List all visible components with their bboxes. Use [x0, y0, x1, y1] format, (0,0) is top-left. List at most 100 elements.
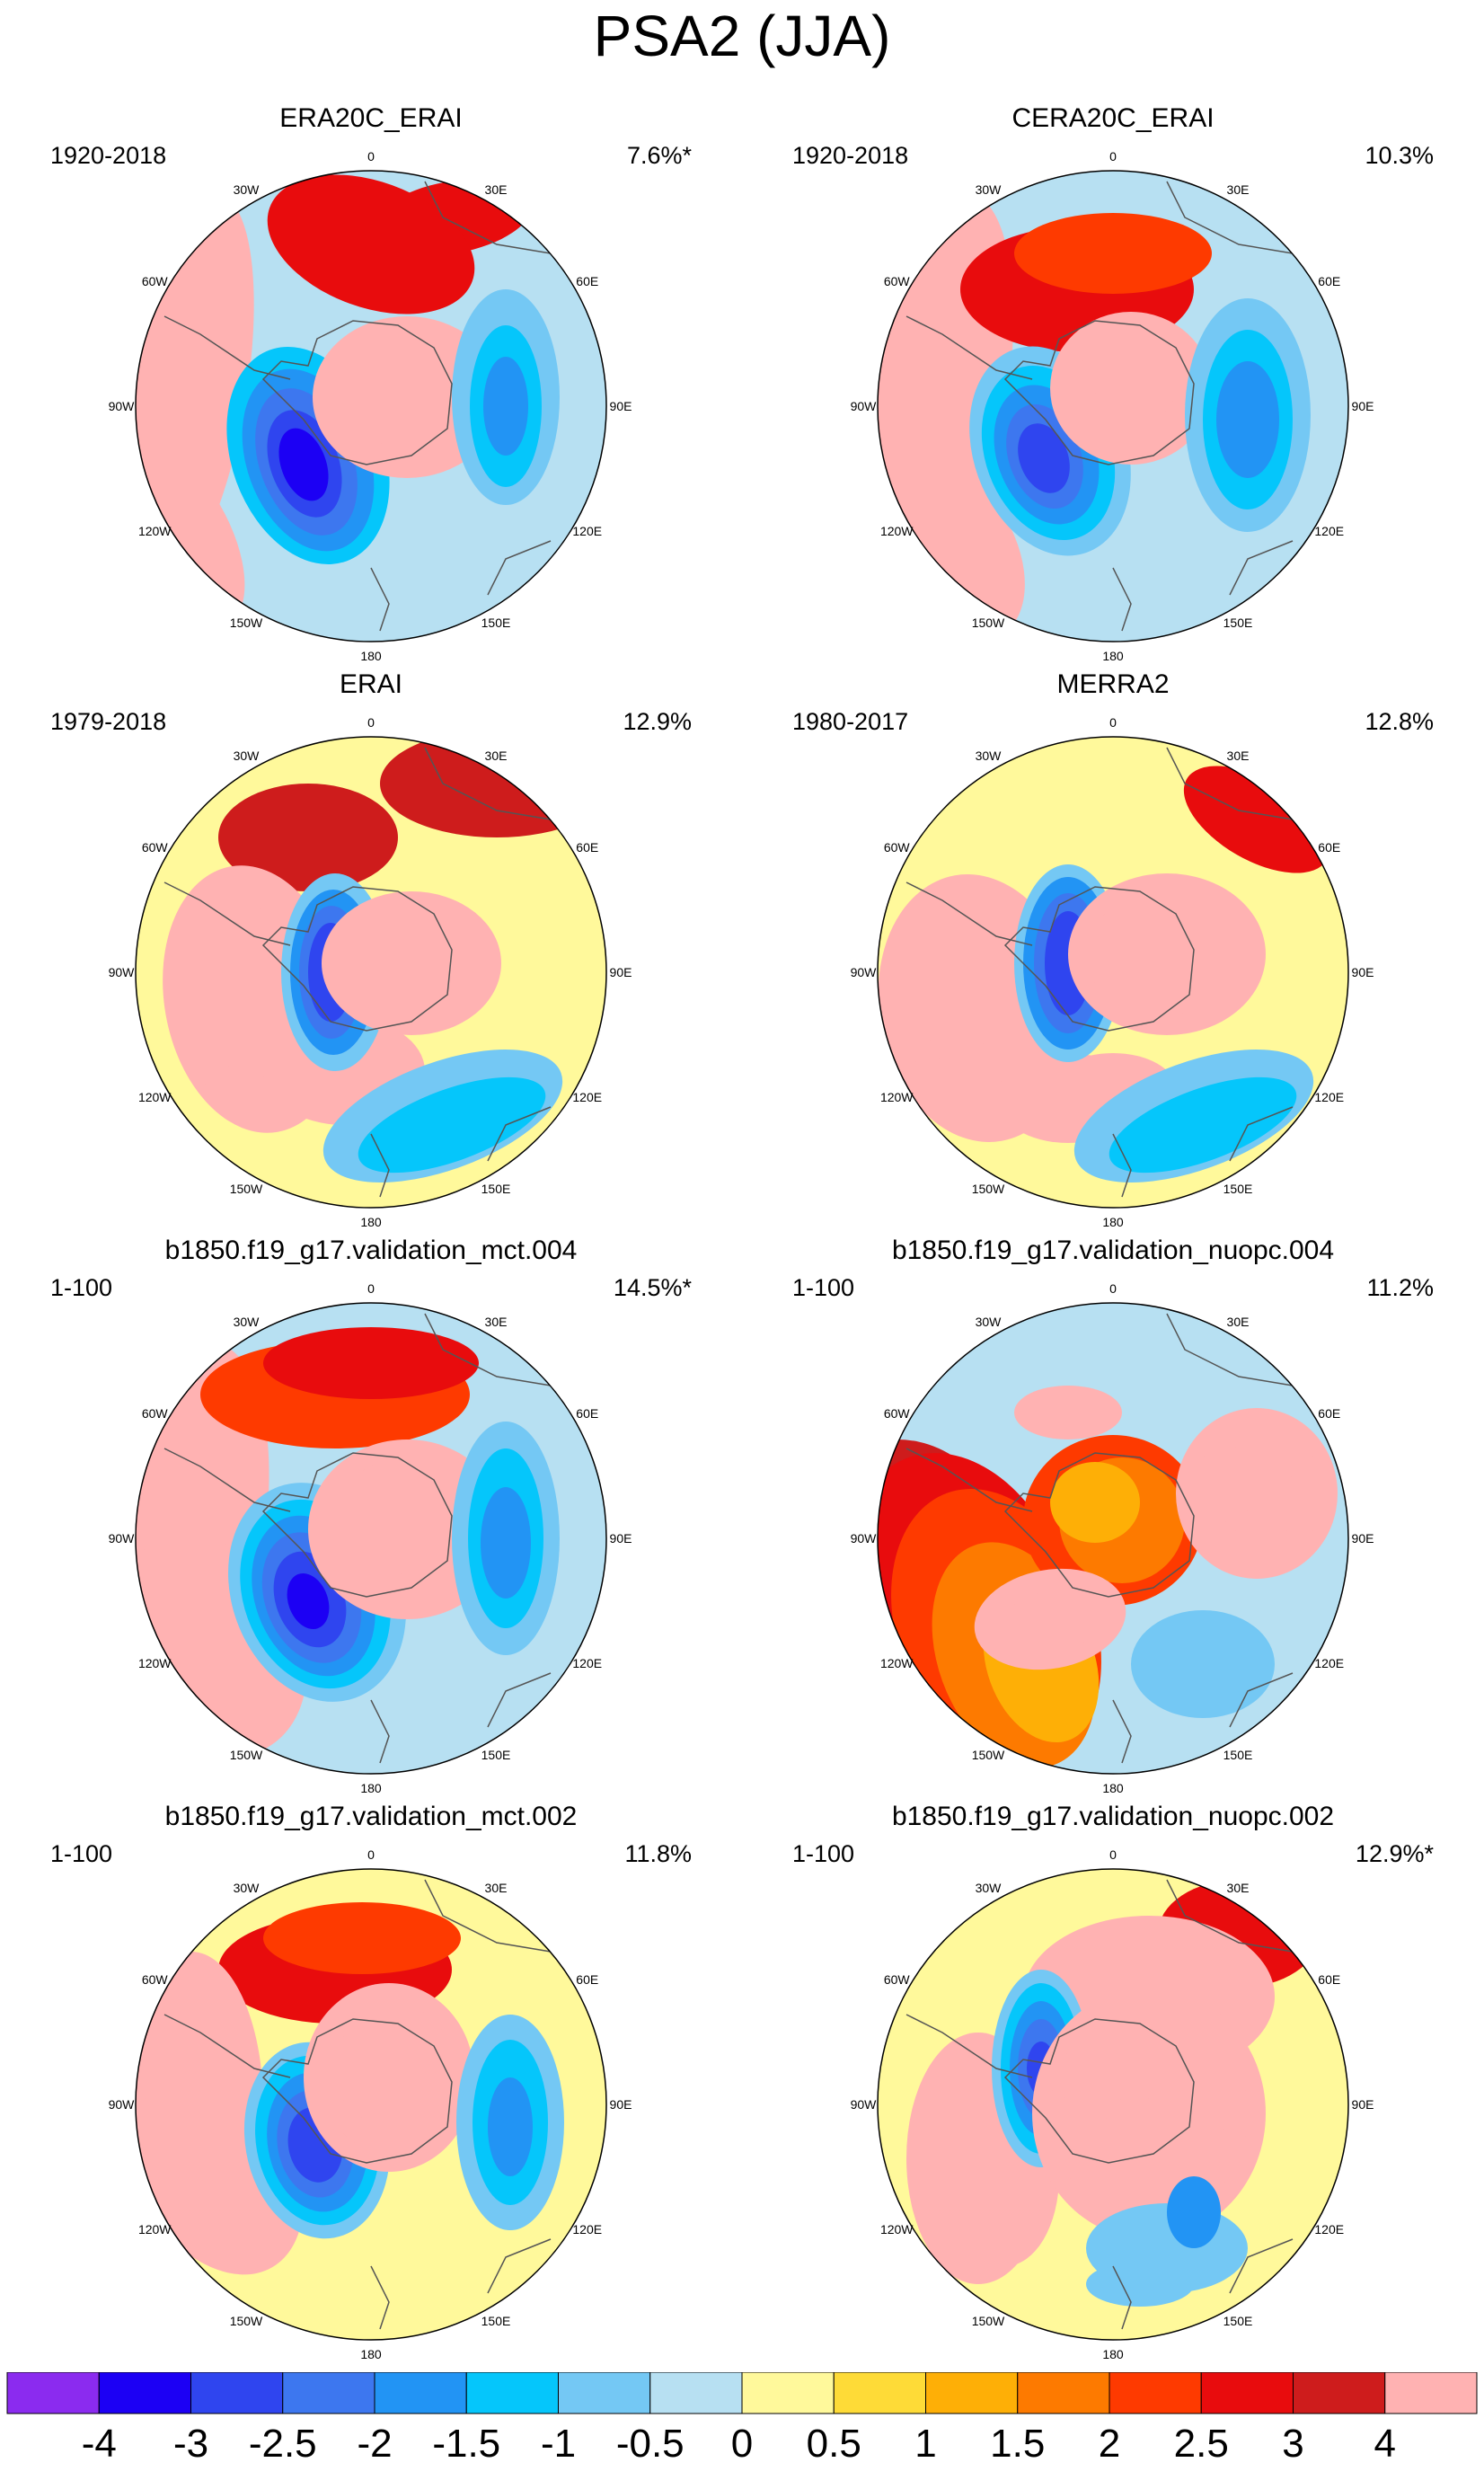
longitude-label: 90W [851, 965, 878, 979]
longitude-label: 90E [1352, 1531, 1374, 1546]
longitude-label: 120E [1314, 1656, 1344, 1670]
longitude-label: 90E [610, 2097, 632, 2112]
contour-region [1131, 1610, 1275, 1718]
longitude-label: 150W [230, 1748, 263, 1762]
variance-label: 7.6%* [626, 142, 692, 169]
contour-region [1167, 2176, 1221, 2248]
contour-region [362, 352, 461, 433]
longitude-label: 30W [234, 182, 261, 197]
panel-title: b1850.f19_g17.validation_nuopc.004 [891, 1236, 1335, 1265]
longitude-label: 150W [972, 616, 1005, 630]
colorbar-swatch [925, 2372, 1019, 2414]
period-label: 1-100 [792, 1274, 855, 1301]
colorbar-tick: 2 [1098, 2422, 1121, 2466]
colorbar-tick: 1 [914, 2422, 937, 2466]
longitude-label: 90E [1352, 399, 1374, 413]
map-panel: 0 30E 60E 90E 120E 150E 180 150W 120W 90W 60W 30W b1… [0, 1233, 742, 1801]
coastline [905, 181, 1294, 632]
longitude-label: 90E [1352, 2097, 1374, 2112]
colorbar-swatch [1200, 2372, 1294, 2414]
contour-region [203, 936, 287, 1080]
contour-region [358, 1076, 546, 1174]
longitude-label: 180 [360, 1781, 382, 1795]
panel-title: ERAI [339, 669, 403, 699]
colorbar-tick: -2 [357, 2422, 393, 2466]
variance-label: 12.8% [1365, 708, 1434, 735]
longitude-label: 150W [230, 2314, 263, 2328]
figure-title: PSA2 (JJA) [593, 4, 891, 68]
longitude-label: 60E [576, 274, 598, 288]
longitude-label: 30E [1227, 1881, 1250, 1895]
colorbar-swatch [558, 2372, 651, 2414]
contour-region [377, 1499, 464, 1578]
longitude-label: 30W [234, 1315, 261, 1329]
longitude-label: 60W [884, 840, 911, 855]
longitude-label: 60W [142, 1972, 169, 1987]
colorbar-swatch [1384, 2372, 1478, 2414]
longitude-label: 60W [142, 274, 169, 288]
longitude-label: 150E [481, 616, 511, 630]
longitude-label: 120W [880, 1656, 914, 1670]
longitude-label: 90W [109, 399, 136, 413]
coastline [163, 1879, 552, 2330]
contour-region [488, 2077, 533, 2176]
longitude-label: 30W [976, 1881, 1003, 1895]
colorbar-swatch [465, 2372, 559, 2414]
period-label: 1-100 [50, 1274, 113, 1301]
longitude-label: 150W [230, 616, 263, 630]
longitude-label: 90E [610, 1531, 632, 1546]
map-border [877, 1868, 1349, 2341]
colorbar-tick: -0.5 [615, 2422, 685, 2466]
colorbar-swatch [649, 2372, 743, 2414]
variance-label: 12.9%* [1355, 1840, 1434, 1867]
longitude-label: 0 [367, 715, 375, 730]
coastline [163, 181, 552, 632]
colorbar-tick: -4 [81, 2422, 117, 2466]
longitude-label: 120E [572, 1090, 602, 1104]
colorbar-swatch [374, 2372, 467, 2414]
polar-map: 0 30E 60E 90E 120E 150E 180 150W 120W 90W 60W 30W [851, 1847, 1374, 2361]
contour-region [483, 357, 528, 456]
colorbar-tick: 1.5 [990, 2422, 1046, 2466]
contour-region [1117, 923, 1216, 1004]
longitude-label: 180 [1102, 649, 1124, 663]
contour-region [946, 986, 993, 1049]
contour-region [218, 784, 398, 891]
longitude-label: 90W [109, 965, 136, 979]
longitude-label: 60E [576, 1406, 598, 1421]
longitude-label: 150W [972, 1182, 1005, 1196]
longitude-label: 90E [610, 965, 632, 979]
map-panel: 0 30E 60E 90E 120E 150E 180 150W 120W 90W 60W 30W ER… [0, 101, 742, 669]
panel-title: ERA20C_ERAI [279, 103, 463, 133]
longitude-label: 120E [1314, 524, 1344, 538]
contour-region [1014, 213, 1212, 294]
longitude-label: 150W [230, 1182, 263, 1196]
longitude-label: 60W [884, 1972, 911, 1987]
longitude-label: 30E [1227, 182, 1250, 197]
contour-region [263, 1902, 461, 1974]
longitude-label: 120E [572, 2222, 602, 2237]
longitude-label: 30W [976, 1315, 1003, 1329]
contour-region [1095, 354, 1176, 422]
longitude-label: 30W [234, 748, 261, 763]
longitude-label: 150W [972, 2314, 1005, 2328]
longitude-label: 30E [485, 748, 508, 763]
variance-label: 10.3% [1365, 142, 1434, 169]
colorbar-swatch [741, 2372, 835, 2414]
longitude-label: 120W [880, 1090, 914, 1104]
longitude-label: 150E [1223, 616, 1253, 630]
map-panel: 0 30E 60E 90E 120E 150E 180 150W 120W 90W 60W 30W CE… [742, 101, 1484, 669]
coastline [905, 1879, 1294, 2330]
contour-region [481, 1487, 531, 1599]
longitude-label: 30E [1227, 1315, 1250, 1329]
longitude-label: 180 [1102, 1215, 1124, 1229]
longitude-label: 30W [976, 748, 1003, 763]
map-border [135, 736, 607, 1209]
longitude-label: 60E [1318, 840, 1340, 855]
colorbar-swatch [282, 2372, 375, 2414]
contour-region [1050, 1462, 1140, 1543]
colorbar-tick: 0 [730, 2422, 754, 2466]
longitude-label: 30E [1227, 748, 1250, 763]
longitude-label: 60W [884, 274, 911, 288]
longitude-label: 60W [142, 840, 169, 855]
